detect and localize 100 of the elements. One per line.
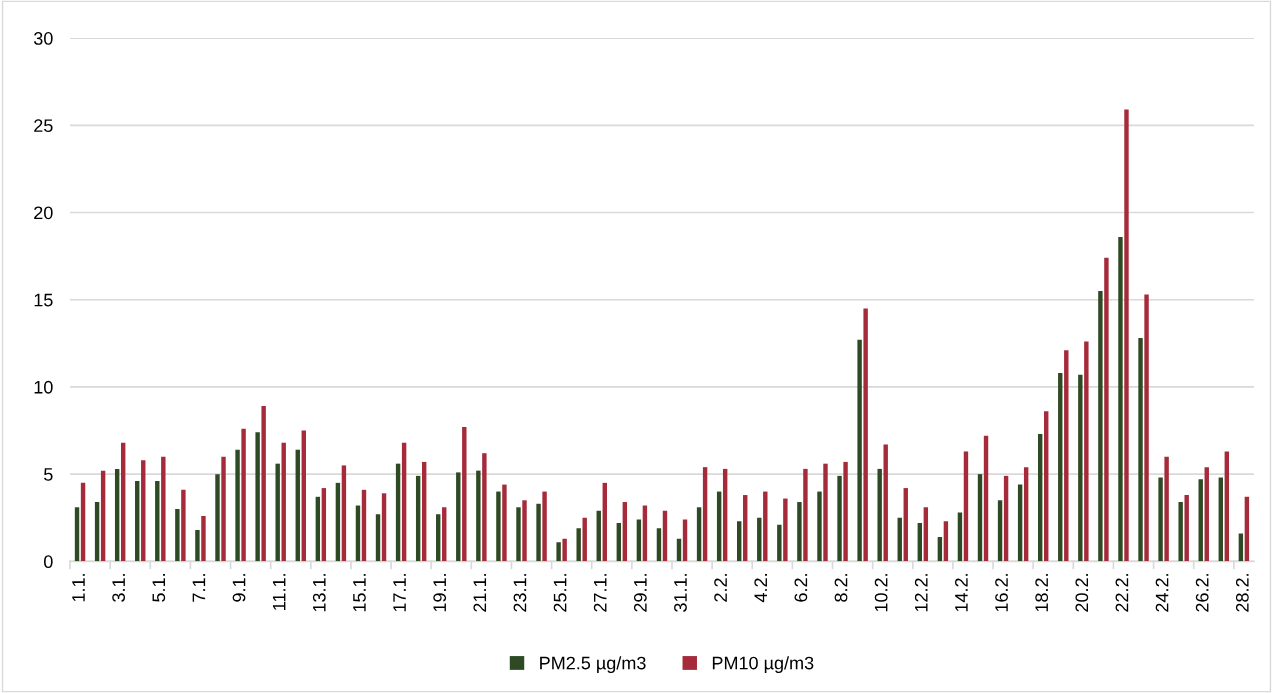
bar [114, 468, 120, 562]
bar [375, 514, 381, 562]
bar [1003, 475, 1009, 562]
legend-label: PM10 µg/m3 [712, 656, 814, 673]
bar [201, 515, 206, 562]
bar [797, 502, 802, 562]
x-tick-label: 28.2. [1235, 574, 1249, 612]
x-tick-label: 27.1. [593, 574, 607, 612]
y-tick-label: 30 [33, 32, 53, 45]
bar [1218, 477, 1223, 562]
bar [135, 481, 140, 562]
bar [757, 517, 762, 562]
x-tick-label: 13.1. [312, 574, 326, 612]
bar [917, 522, 923, 562]
bar [1184, 495, 1189, 562]
bar [1044, 411, 1049, 562]
y-tick-label: 25 [34, 119, 53, 133]
bar [100, 470, 106, 562]
x-tick-label: 7.1. [192, 574, 206, 602]
bar [656, 528, 662, 562]
bar [395, 463, 401, 562]
bar [516, 507, 521, 562]
x-tick-label: 2.2. [714, 574, 727, 602]
bar [321, 488, 327, 562]
bar [295, 449, 300, 562]
bar [923, 507, 929, 562]
bar [522, 500, 527, 562]
x-tick-label: 25.1. [553, 574, 567, 612]
bar [542, 491, 547, 562]
bar [716, 491, 722, 562]
bar [1023, 467, 1029, 562]
x-tick-label: 29.1. [633, 574, 647, 612]
bar [155, 481, 160, 562]
bar [963, 451, 969, 562]
bar [175, 509, 180, 562]
bar [977, 474, 983, 562]
bar [1158, 477, 1163, 562]
bar [1164, 456, 1169, 562]
bar [1118, 236, 1123, 562]
bar [803, 468, 808, 562]
bar [957, 512, 963, 562]
bar [301, 430, 306, 562]
x-tick-label: 26.2. [1195, 574, 1209, 612]
x-tick-label: 1.1. [72, 574, 85, 602]
bar [883, 444, 888, 562]
y-tick-label: 20 [34, 206, 53, 220]
x-tick-label: 23.1. [513, 574, 527, 612]
bar [120, 442, 126, 562]
bar [335, 482, 341, 562]
x-tick-label: 6.2. [794, 574, 808, 602]
bar [536, 503, 541, 562]
bar [1017, 484, 1023, 562]
x-tick-label: 5.1. [152, 574, 166, 602]
bar [1038, 434, 1043, 562]
y-tick-label: 5 [44, 468, 53, 481]
x-tick-label: 14.2. [955, 574, 968, 612]
bar [275, 463, 280, 562]
x-tick-label: 10.2. [874, 574, 888, 612]
bar [1138, 338, 1143, 562]
bar [696, 507, 702, 562]
bar [997, 500, 1003, 562]
bar [462, 427, 467, 562]
bar [1204, 467, 1209, 562]
bar [401, 442, 407, 562]
bar [215, 474, 220, 562]
y-tick-label: 0 [44, 555, 53, 569]
bar [482, 453, 487, 562]
x-tick-label: 24.2. [1155, 574, 1169, 612]
x-tick-label: 11.1. [272, 574, 286, 610]
bar [737, 521, 742, 562]
bar [817, 491, 822, 562]
bar [421, 461, 427, 562]
bar [877, 468, 882, 562]
bar [863, 308, 868, 562]
bar [636, 519, 642, 562]
x-tick-label: 9.1. [232, 574, 246, 602]
bar [596, 510, 601, 562]
bar [897, 517, 902, 562]
bar [1144, 294, 1149, 562]
bar [181, 489, 186, 562]
bar [261, 406, 266, 562]
x-tick-label: 31.1. [674, 574, 687, 612]
bar [777, 524, 782, 562]
x-tick-label: 20.2. [1075, 574, 1089, 612]
bar [235, 449, 240, 562]
bar [616, 522, 622, 562]
x-tick-label: 4.2. [754, 574, 767, 603]
x-tick-label: 15.1. [353, 574, 366, 612]
bar [1178, 502, 1183, 562]
bar [823, 463, 828, 562]
y-tick-label: 15 [34, 293, 53, 307]
bar [456, 472, 461, 562]
bar [74, 507, 80, 562]
bar [442, 507, 447, 562]
bar [722, 468, 728, 562]
x-tick-label: 19.1. [433, 574, 447, 612]
bar [702, 467, 708, 562]
bar [576, 528, 581, 562]
bar [602, 482, 607, 562]
legend-label: PM2.5 µg/m3 [540, 656, 646, 673]
